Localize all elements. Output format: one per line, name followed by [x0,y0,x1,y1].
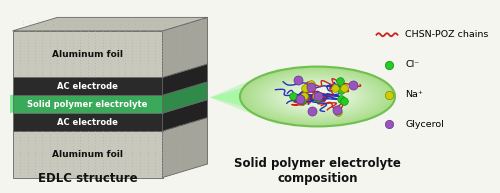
Text: Glycerol: Glycerol [405,120,444,129]
Circle shape [253,72,382,121]
Text: Solid polymer electrolyte: Solid polymer electrolyte [28,100,148,109]
Text: Na⁺: Na⁺ [405,90,423,99]
Circle shape [258,74,377,119]
Circle shape [292,86,344,107]
Circle shape [271,79,364,114]
Circle shape [240,67,395,126]
Circle shape [284,84,351,109]
Circle shape [250,71,384,122]
Circle shape [286,85,348,108]
Polygon shape [162,64,208,95]
Polygon shape [162,82,208,113]
Text: AC electrode: AC electrode [57,118,118,127]
Text: AC electrode: AC electrode [57,82,118,91]
Polygon shape [12,17,207,31]
Circle shape [268,78,366,115]
Polygon shape [210,77,279,116]
Circle shape [315,96,320,97]
Polygon shape [162,17,208,77]
Text: Aluminum foil: Aluminum foil [52,150,123,159]
Circle shape [302,91,333,102]
Circle shape [282,83,354,110]
Circle shape [307,92,328,101]
Bar [12,131,162,178]
Polygon shape [10,91,26,113]
Text: Aluminum foil: Aluminum foil [52,50,123,59]
Bar [12,95,162,113]
Circle shape [289,85,346,108]
Circle shape [310,93,325,100]
Circle shape [304,91,330,102]
Circle shape [294,87,341,105]
Circle shape [312,95,322,98]
Circle shape [279,81,356,111]
Bar [12,113,162,131]
Text: CHSN-POZ chains: CHSN-POZ chains [405,30,488,39]
Circle shape [263,75,372,117]
Text: Cl⁻: Cl⁻ [405,60,419,69]
Polygon shape [162,118,208,178]
Circle shape [266,77,369,116]
Circle shape [297,89,338,104]
Text: Solid polymer electrolyte
composition: Solid polymer electrolyte composition [234,157,401,185]
Bar [12,77,162,95]
Bar [12,31,162,77]
Circle shape [256,73,380,120]
Circle shape [248,69,387,124]
Polygon shape [210,85,279,108]
Circle shape [260,74,374,119]
Circle shape [274,80,362,113]
Polygon shape [210,68,279,125]
Text: EDLC structure: EDLC structure [38,172,138,185]
Circle shape [276,80,359,113]
Circle shape [242,68,392,125]
Polygon shape [162,100,208,131]
Circle shape [300,90,336,103]
Circle shape [245,69,390,124]
